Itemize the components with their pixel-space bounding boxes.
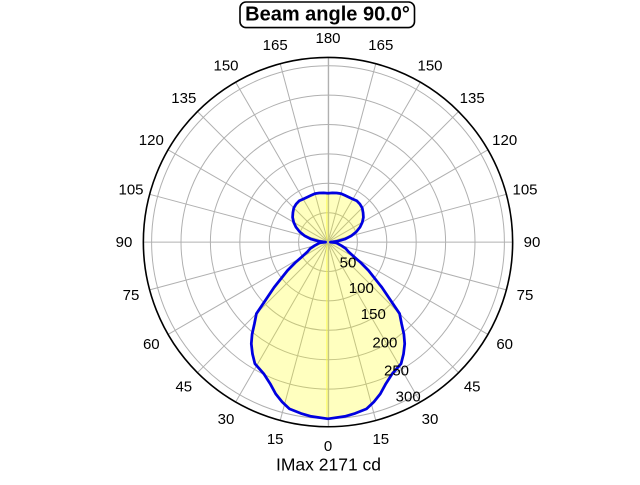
svg-text:75: 75 bbox=[517, 287, 534, 304]
svg-text:150: 150 bbox=[417, 57, 442, 74]
svg-text:30: 30 bbox=[218, 411, 235, 428]
svg-text:60: 60 bbox=[143, 336, 160, 353]
svg-text:200: 200 bbox=[372, 335, 397, 352]
svg-text:15: 15 bbox=[372, 431, 389, 448]
svg-text:120: 120 bbox=[139, 132, 164, 149]
svg-text:105: 105 bbox=[118, 181, 143, 198]
svg-text:150: 150 bbox=[213, 57, 238, 74]
svg-text:165: 165 bbox=[263, 37, 288, 54]
svg-text:105: 105 bbox=[512, 181, 537, 198]
svg-text:165: 165 bbox=[368, 37, 393, 54]
svg-text:90: 90 bbox=[524, 234, 541, 251]
svg-text:120: 120 bbox=[492, 132, 517, 149]
svg-text:180: 180 bbox=[315, 30, 340, 47]
svg-text:250: 250 bbox=[384, 363, 409, 380]
svg-text:45: 45 bbox=[175, 378, 192, 395]
svg-text:0: 0 bbox=[324, 438, 332, 455]
svg-text:IMax 2171 cd: IMax 2171 cd bbox=[276, 455, 381, 475]
svg-text:100: 100 bbox=[349, 280, 374, 297]
svg-text:50: 50 bbox=[340, 254, 357, 271]
svg-text:60: 60 bbox=[496, 336, 513, 353]
svg-text:45: 45 bbox=[464, 378, 481, 395]
svg-text:135: 135 bbox=[171, 90, 196, 107]
svg-text:150: 150 bbox=[361, 306, 386, 323]
svg-text:75: 75 bbox=[123, 287, 140, 304]
svg-text:300: 300 bbox=[396, 389, 421, 406]
svg-text:90: 90 bbox=[116, 234, 133, 251]
svg-text:15: 15 bbox=[267, 431, 284, 448]
svg-text:30: 30 bbox=[422, 411, 439, 428]
svg-text:135: 135 bbox=[460, 90, 485, 107]
svg-text:Beam angle 90.0°: Beam angle 90.0° bbox=[245, 4, 410, 26]
